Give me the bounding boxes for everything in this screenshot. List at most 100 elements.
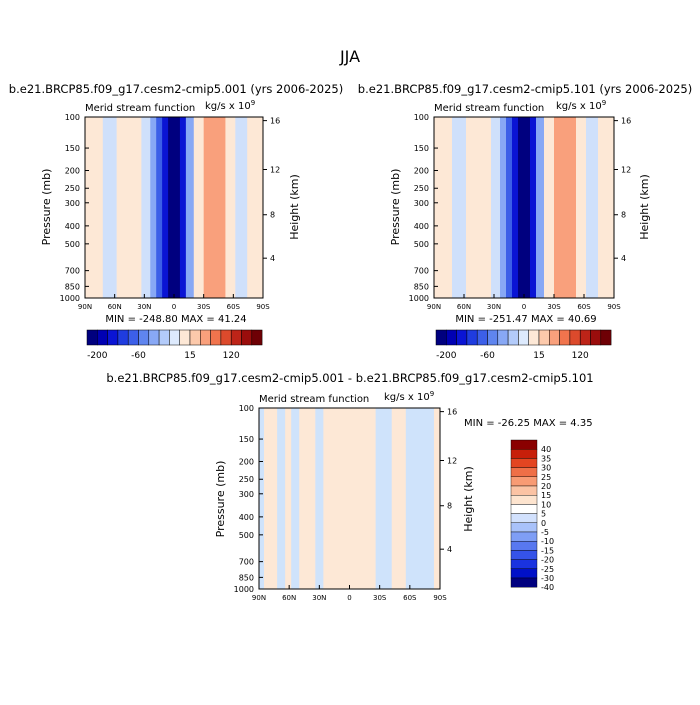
colorbar-swatch [138,329,150,346]
panel-2-stats: MIN = -251.47 MAX = 40.69 [455,314,596,325]
colorbar-label: -30 [541,574,554,583]
colorbar-label: 120 [572,351,589,361]
field-cell [544,117,555,298]
colorbar-label: 0 [541,519,546,528]
field-cell [434,117,453,298]
x-tick-label: 60N [108,303,122,311]
panel-3-cells [259,408,441,589]
colorbar-label: 5 [541,510,546,519]
colorbar-swatch [510,467,538,478]
panel-2-variable-label: Merid stream function [434,103,544,114]
panel-1-units-label: kg/s x 109 [205,99,255,112]
panel-1-plot-area: 90N 60N 30N 0 30S 60S 90S 100 150 200 250 300 400 50… [60,113,281,311]
field-cell [536,117,545,298]
field-cell [285,408,292,589]
colorbar-label: -15 [541,546,554,555]
colorbar-label: 40 [541,445,551,454]
field-cell [141,117,151,298]
panel-3-units-exponent: 9 [430,390,434,398]
colorbar-label: -20 [541,556,554,565]
colorbar-label: 15 [184,351,195,361]
y-tick-label: 150 [414,144,429,153]
field-cell [85,117,104,298]
panel-2-title: b.e21.BRCP85.f09_g17.cesm2-cmip5.101 (yr… [358,82,692,96]
colorbar-swatch [487,329,499,346]
y-tick-label: 700 [414,267,429,276]
y-tick-label: 250 [239,475,254,484]
field-cell [491,117,501,298]
colorbar-swatch [590,329,602,346]
panel-3-min-value: -26.25 [498,418,530,429]
x-tick-label: 30S [373,594,387,602]
colorbar-swatch [179,329,191,346]
field-cell [391,408,407,589]
field-cell [102,117,118,298]
field-cell [277,408,286,589]
y-tick-label: 500 [414,240,429,249]
colorbar-swatch [210,329,222,346]
y-tick-label: 150 [65,144,80,153]
panel-2-units-label: kg/s x 109 [556,99,606,112]
colorbar-swatch [200,329,211,346]
panel-2-units-exponent: 9 [602,99,606,107]
x-tick-label: 0 [172,303,176,311]
panel-1-y2-axis: 16 12 8 4 [263,117,280,263]
colorbar-swatch [510,522,538,533]
field-cell [168,117,181,298]
x-tick-label: 60S [227,303,241,311]
y-tick-label: 850 [65,282,80,291]
x-tick-label: 90S [256,303,270,311]
colorbar-swatch [510,495,538,505]
y-tick-label: 200 [65,166,80,175]
colorbar-swatch [528,329,540,346]
x-tick-label: 0 [347,594,351,602]
x-tick-label: 30N [487,303,501,311]
panel-1-x-axis: 90N 60N 30N 0 30S 60S 90S [78,294,270,311]
colorbar-swatch [241,329,253,346]
panel-2-colorbar: -200 -60 15 120 [435,329,612,361]
colorbar-swatch [510,513,538,523]
field-cell [156,117,163,298]
panel-3-y2label: Height (km) [462,466,475,532]
colorbar-label: 10 [541,500,551,509]
y2-tick-label: 12 [447,456,457,465]
x-tick-label: 60S [577,303,591,311]
y2-tick-label: 4 [621,254,626,263]
x-tick-label: 60N [457,303,471,311]
y2-tick-label: 8 [447,502,452,511]
panel-3-units-label: kg/s x 109 [384,390,434,403]
field-cell [299,408,316,589]
colorbar-swatch [169,329,180,346]
colorbar-label: -10 [541,537,554,546]
y-tick-label: 200 [414,166,429,175]
y-tick-label: 300 [414,199,429,208]
colorbar-swatch [510,485,538,496]
panel-3-y-axis: 100 150 200 250 300 400 500 700 850 1000 [234,404,263,594]
y-tick-label: 300 [239,490,254,499]
colorbar-swatch [456,329,468,346]
field-cell [259,408,265,589]
y-tick-label: 850 [239,573,254,582]
panel-2-cells [434,117,615,298]
x-tick-label: 90S [433,594,447,602]
field-cell [150,117,157,298]
panel-3-ylabel: Pressure (mb) [214,461,227,538]
colorbar-label: 30 [541,464,551,473]
y2-tick-label: 16 [447,408,457,417]
field-cell [375,408,393,589]
colorbar-label: -200 [87,351,108,361]
colorbar-swatch [446,329,457,346]
colorbar-swatch [600,329,612,346]
y-tick-label: 400 [239,513,254,522]
field-cell [576,117,587,298]
colorbar-swatch [510,458,538,468]
panel-2-min-value: -251.47 [489,314,528,325]
x-tick-label: 90N [252,594,266,602]
panel-2-ylabel: Pressure (mb) [389,169,402,246]
y-tick-label: 200 [239,457,254,466]
colorbar-swatch [497,329,509,346]
field-cell [247,117,264,298]
field-cell [193,117,205,298]
y-tick-label: 100 [239,404,254,413]
